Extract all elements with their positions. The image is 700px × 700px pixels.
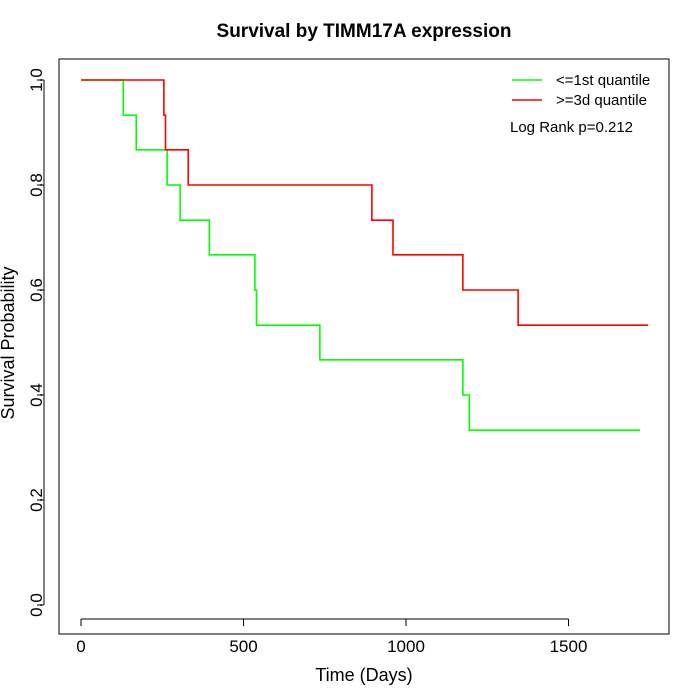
x-tick-label: 1000 — [387, 637, 425, 656]
x-tick-label: 0 — [76, 637, 85, 656]
survival-line-high-quantile — [81, 79, 649, 326]
y-tick-label: 0.2 — [27, 488, 46, 512]
log-rank-annotation: Log Rank p=0.212 — [510, 119, 633, 136]
chart-title: Survival by TIMM17A expression — [217, 21, 512, 42]
x-tick-label: 500 — [229, 637, 257, 656]
legend: <=1st quantile >=3d quantile — [512, 72, 650, 109]
y-tick-label: 0.6 — [27, 278, 46, 302]
legend-label: <=1st quantile — [556, 72, 650, 89]
y-axis: 0.0 0.2 0.4 0.6 0.8 1.0 — [27, 68, 46, 617]
legend-label: >=3d quantile — [556, 92, 647, 109]
x-tick-label: 1500 — [550, 637, 588, 656]
x-axis-label: Time (Days) — [315, 665, 412, 685]
plot-frame — [58, 58, 670, 635]
y-tick-label: 0.0 — [27, 593, 46, 617]
series-layer — [81, 79, 649, 431]
y-tick-label: 0.8 — [27, 173, 46, 197]
x-axis: 0 500 1000 1500 — [76, 618, 588, 656]
y-axis-label: Survival Probability — [0, 266, 18, 419]
y-tick-label: 0.4 — [27, 383, 46, 407]
survival-line-low-quantile — [81, 79, 640, 431]
y-tick-label: 1.0 — [27, 68, 46, 92]
